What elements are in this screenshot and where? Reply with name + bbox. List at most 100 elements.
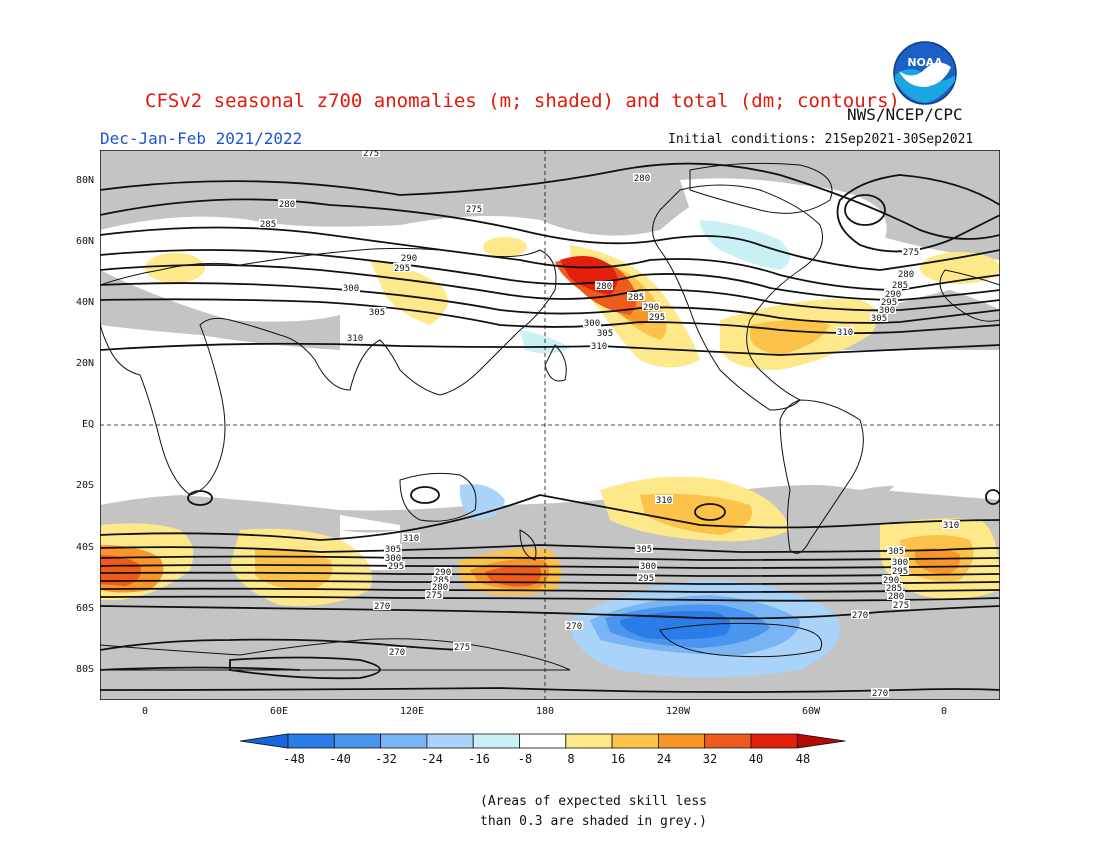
- reference-lines: [100, 150, 1000, 700]
- contour-label: 280: [432, 583, 448, 593]
- contour-label-bg: [393, 263, 411, 272]
- coastlines: [100, 162, 1000, 671]
- contour-label: 305: [385, 545, 401, 555]
- contour-label: 310: [347, 334, 363, 344]
- colorbar-label: 48: [795, 752, 811, 766]
- contour-label: 295: [892, 567, 908, 577]
- contour-label: 290: [885, 290, 901, 300]
- contour-label-bg: [892, 600, 910, 609]
- contour-label-bg: [633, 173, 651, 182]
- contour-label: 280: [596, 282, 612, 292]
- contour-label: 310: [403, 534, 419, 544]
- contour-label-bg: [648, 312, 666, 321]
- contour-label: 295: [388, 562, 404, 572]
- contour-label: 290: [401, 254, 417, 264]
- contour-label-bg: [655, 495, 673, 504]
- contour-label: 280: [888, 592, 904, 602]
- colorbar-label: 32: [702, 752, 718, 766]
- contour-label: 270: [566, 622, 582, 632]
- contour-label-bg: [362, 150, 380, 157]
- contour-label: 270: [374, 602, 390, 612]
- contour-label: 270: [872, 689, 888, 699]
- colorbar: [240, 733, 846, 749]
- contour-label-bg: [384, 553, 402, 562]
- contour-label-bg: [851, 610, 869, 619]
- contour-label: 305: [871, 314, 887, 324]
- contour-label-bg: [871, 688, 889, 697]
- lat-label-20s: 20S: [75, 480, 94, 491]
- height-contours: [100, 162, 1000, 693]
- lat-label-60n: 60N: [75, 236, 94, 247]
- contour-label: 270: [852, 611, 868, 621]
- contour-label: 290: [883, 576, 899, 586]
- contour-label-bg: [342, 283, 360, 292]
- noaa-logo-text: NOAA: [907, 56, 943, 69]
- contour-label-bg: [400, 253, 418, 262]
- contour-label-bg: [639, 561, 657, 570]
- contour-label: 270: [389, 648, 405, 658]
- contour-label-bg: [887, 546, 905, 555]
- colorbar-label: 16: [610, 752, 626, 766]
- contour-label: 275: [454, 643, 470, 653]
- contour-label: 295: [881, 298, 897, 308]
- contour-label-bg: [884, 289, 902, 298]
- contour-label-bg: [373, 601, 391, 610]
- contour-label-bg: [432, 575, 450, 584]
- contour-label-bg: [465, 204, 483, 213]
- lat-label-60s: 60S: [75, 603, 94, 614]
- skill-note-line: than 0.3 are shaded in grey.): [480, 814, 707, 829]
- clear-areas: [100, 178, 1000, 530]
- lat-label-80n: 80N: [75, 175, 94, 186]
- contour-label: 300: [879, 306, 895, 316]
- colorbar-label: -48: [283, 752, 305, 766]
- contour-label-bg: [637, 573, 655, 582]
- contour-label-bg: [402, 533, 420, 542]
- contour-label-bg: [387, 561, 405, 570]
- colorbar-label: 40: [748, 752, 764, 766]
- contour-label: 280: [279, 200, 295, 210]
- contour-label-bg: [635, 544, 653, 553]
- contour-label: 300: [385, 554, 401, 564]
- contour-label-bg: [870, 313, 888, 322]
- contour-label-bg: [278, 199, 296, 208]
- contour-label: 305: [597, 329, 613, 339]
- colorbar-label: 8: [567, 752, 575, 766]
- contour-label: 310: [591, 342, 607, 352]
- anomaly-map: 2752802752802852902953003053102802852902…: [100, 150, 1000, 700]
- contour-label-bg: [590, 341, 608, 350]
- contour-label: 280: [898, 270, 914, 280]
- contour-label: 280: [634, 174, 650, 184]
- contour-label: 285: [628, 293, 644, 303]
- contour-labels: 2752802752802852902953003053102802852902…: [259, 150, 960, 699]
- lat-label-20n: 20N: [75, 358, 94, 369]
- colorbar-label: 24: [656, 752, 672, 766]
- contour-label: 275: [426, 591, 442, 601]
- contour-label-bg: [891, 280, 909, 289]
- lon-label-120w: 120W: [665, 706, 691, 717]
- contour-label: 285: [260, 220, 276, 230]
- contour-label: 290: [435, 568, 451, 578]
- contour-label: 285: [892, 281, 908, 291]
- colorbar-cell: [519, 733, 567, 749]
- contour-label: 275: [466, 205, 482, 215]
- contour-label-bg: [346, 333, 364, 342]
- contour-label: 305: [369, 308, 385, 318]
- contour-label: 305: [888, 547, 904, 557]
- colorbar-cell: [704, 733, 752, 749]
- contour-label-bg: [368, 307, 386, 316]
- skill-note-line: (Areas of expected skill less: [480, 794, 707, 809]
- lat-label-80s: 80S: [75, 664, 94, 675]
- contour-label-bg: [880, 297, 898, 306]
- contour-label-bg: [878, 305, 896, 314]
- contour-label: 285: [433, 576, 449, 586]
- colorbar-cell: [333, 733, 382, 749]
- contour-label: 300: [892, 558, 908, 568]
- lat-label-40s: 40S: [75, 542, 94, 553]
- contour-label: 295: [394, 264, 410, 274]
- contour-label-bg: [627, 292, 645, 301]
- colorbar-cell: [565, 733, 613, 749]
- colorbar-cell: [380, 733, 428, 749]
- colorbar-cell: [472, 733, 520, 749]
- contour-label-bg: [388, 647, 406, 656]
- contour-label-bg: [596, 328, 614, 337]
